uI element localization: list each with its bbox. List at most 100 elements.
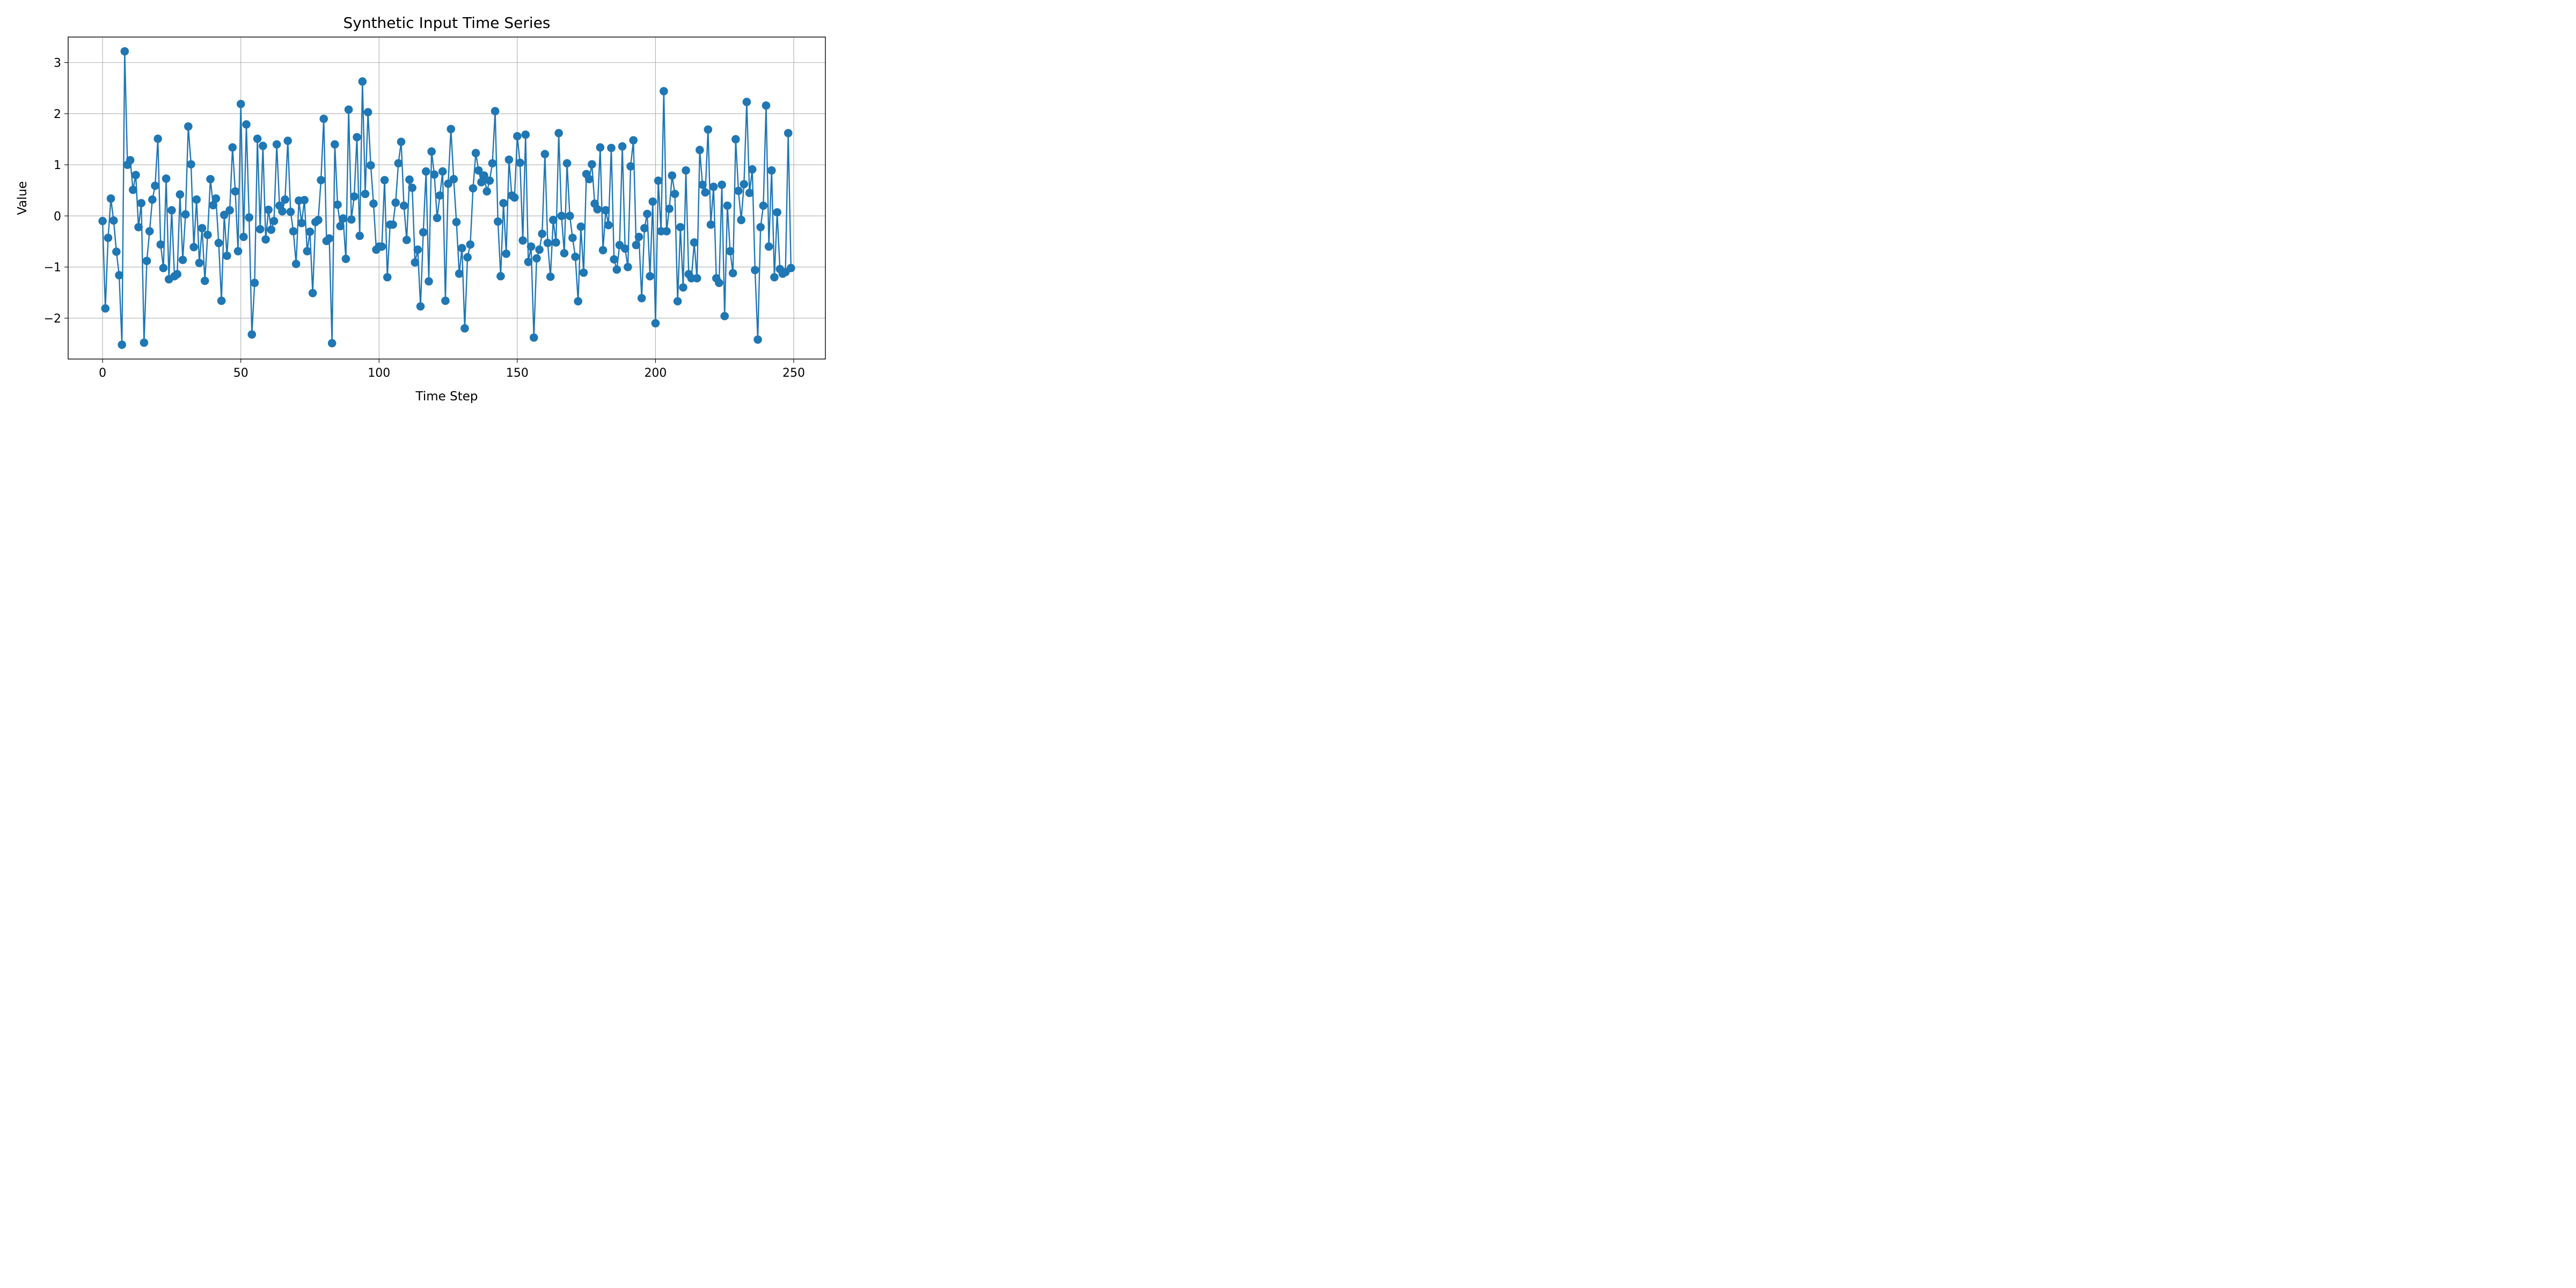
data-point [787, 264, 795, 273]
data-point [720, 312, 729, 320]
data-point [745, 188, 754, 197]
data-point [549, 216, 558, 224]
data-point [264, 206, 273, 214]
data-point [269, 217, 279, 225]
data-point [504, 155, 514, 164]
data-point [709, 182, 718, 191]
data-point [737, 216, 745, 224]
data-point [618, 142, 627, 151]
data-point [281, 195, 289, 204]
data-point [109, 216, 118, 225]
data-point [526, 242, 536, 251]
data-point [543, 239, 552, 247]
data-point [662, 227, 671, 236]
data-point [178, 255, 187, 265]
data-point [361, 189, 370, 199]
data-point [317, 175, 325, 185]
data-point [516, 158, 524, 167]
data-point [433, 214, 442, 222]
data-point [405, 175, 414, 184]
data-point [333, 200, 342, 209]
data-point [98, 217, 107, 225]
data-point [159, 264, 168, 273]
data-point [510, 193, 519, 202]
x-tick-label: 150 [506, 367, 529, 380]
data-point [723, 201, 732, 210]
data-point [438, 167, 447, 176]
data-point [200, 276, 209, 286]
data-point [532, 254, 541, 263]
data-point [596, 143, 605, 152]
data-point [604, 221, 613, 230]
data-point [502, 250, 511, 258]
data-point [698, 180, 707, 189]
axis-ticks: 0 50 100 150 200 250 −2 −1 0 1 2 3 [44, 57, 805, 380]
data-point [607, 143, 616, 152]
data-point [231, 187, 240, 196]
data-point [471, 149, 480, 157]
data-point [140, 338, 149, 347]
data-point [485, 176, 494, 185]
data-point [197, 224, 207, 232]
data-point [598, 246, 608, 254]
x-tick-label: 50 [233, 367, 248, 380]
data-point [770, 273, 779, 282]
data-point [399, 201, 408, 210]
data-point [626, 162, 635, 171]
data-point [187, 160, 195, 169]
data-point [731, 135, 740, 144]
data-point [327, 339, 336, 348]
data-point [175, 190, 185, 199]
data-point [665, 204, 674, 213]
x-tick-label: 250 [782, 367, 805, 380]
data-point [751, 266, 759, 275]
data-point [181, 210, 190, 219]
data-point [402, 236, 411, 244]
data-point [259, 142, 267, 150]
data-point [209, 201, 218, 210]
data-point [524, 258, 533, 266]
data-point [612, 265, 621, 274]
data-point [494, 217, 502, 226]
data-point [184, 122, 193, 131]
data-point [435, 191, 444, 200]
data-point [126, 156, 135, 165]
data-point [654, 176, 663, 185]
data-point [115, 271, 123, 280]
data-point [499, 199, 508, 208]
data-point [496, 272, 505, 281]
data-point [455, 269, 464, 278]
data-point [353, 133, 361, 142]
data-point [557, 211, 566, 221]
data-point [560, 249, 569, 258]
data-point [272, 140, 281, 149]
data-point [416, 302, 425, 311]
data-point [538, 229, 547, 238]
data-point [491, 107, 500, 115]
data-point [314, 216, 323, 224]
data-point [668, 171, 677, 180]
data-point [430, 170, 439, 179]
data-point [344, 105, 353, 114]
data-point [255, 225, 265, 233]
data-point [377, 242, 386, 251]
data-point [620, 244, 630, 253]
data-point [101, 304, 110, 313]
data-point [593, 205, 602, 214]
data-point [726, 247, 735, 255]
data-point [764, 242, 773, 251]
data-point [427, 147, 436, 156]
data-point [129, 185, 137, 194]
data-point [217, 296, 226, 305]
data-point [546, 272, 555, 281]
data-point [718, 180, 726, 189]
data-point [447, 125, 456, 134]
data-point [189, 243, 198, 252]
data-point [458, 244, 466, 253]
data-point [367, 161, 375, 170]
data-point [554, 129, 563, 137]
data-point [162, 174, 171, 183]
data-point [413, 245, 422, 254]
data-point [195, 259, 204, 267]
data-point [704, 125, 713, 134]
